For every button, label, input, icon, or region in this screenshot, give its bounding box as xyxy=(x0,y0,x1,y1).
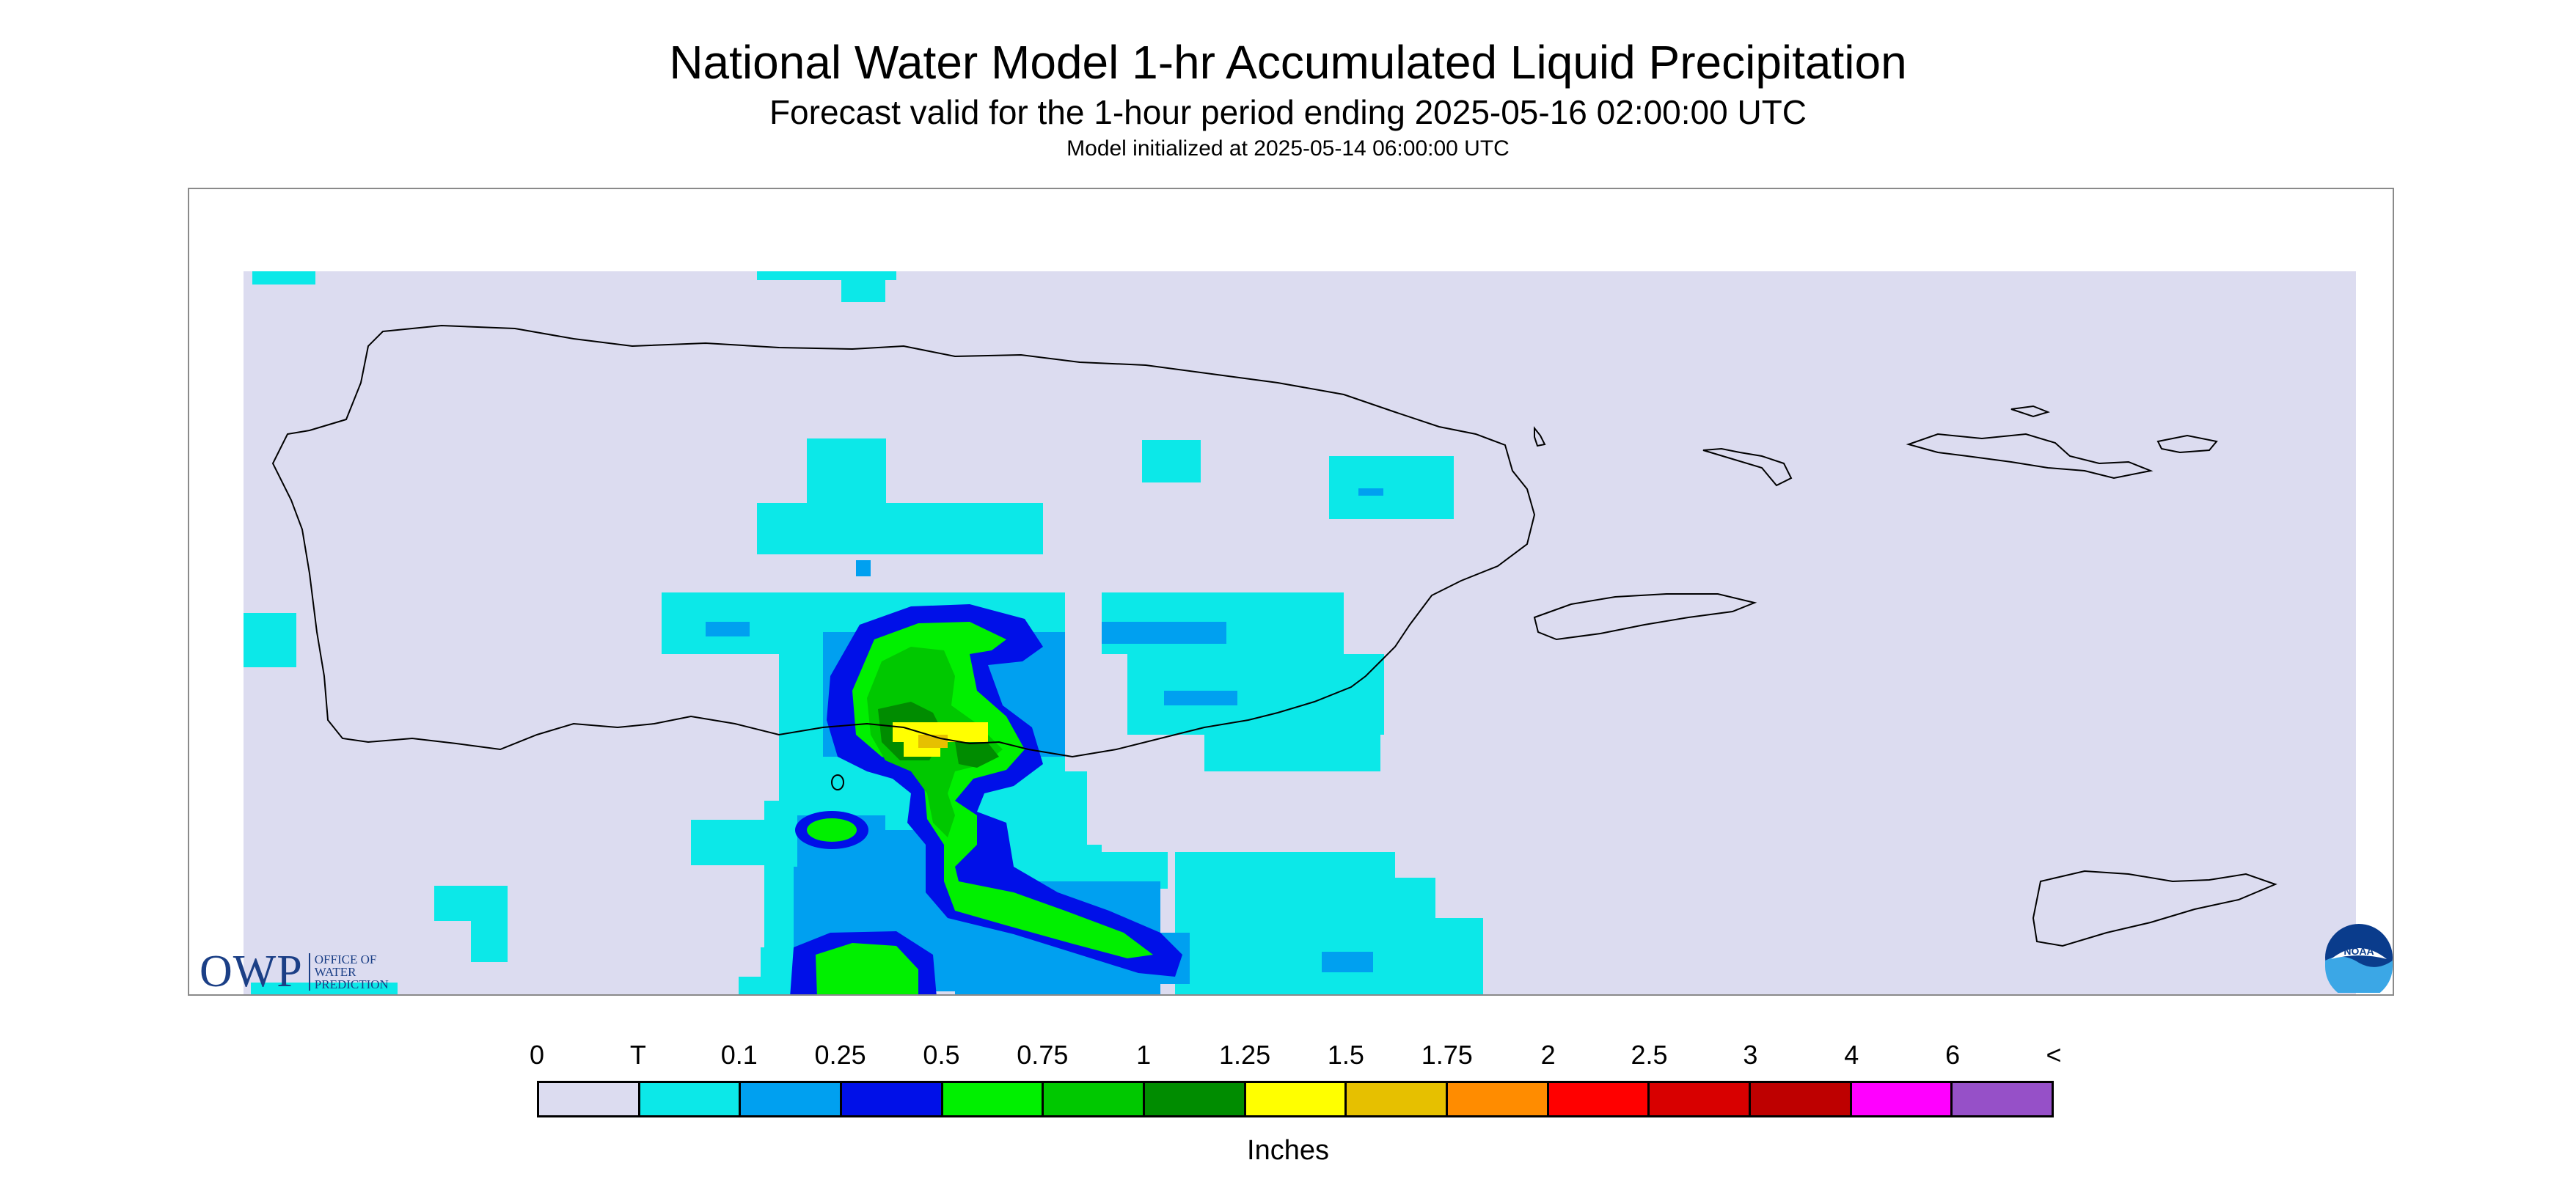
map-canvas xyxy=(244,271,2362,994)
owp-logo-subtext: OFFICE OF WATER PREDICTION xyxy=(308,952,389,991)
legend-label-5: 0.75 xyxy=(1017,1040,1069,1070)
legend-swatch-2 xyxy=(741,1083,843,1115)
legend-swatch-13 xyxy=(1851,1083,1953,1115)
legend-label-3: 0.25 xyxy=(814,1040,866,1070)
legend-swatch-6 xyxy=(1145,1083,1246,1115)
st-croix-outline xyxy=(2032,870,2277,947)
legend-label-2: 0.1 xyxy=(720,1040,758,1070)
map-title: National Water Model 1-hr Accumulated Li… xyxy=(669,36,1907,89)
vieques-outline xyxy=(1533,593,1757,641)
legend-swatch-11 xyxy=(1650,1083,1752,1115)
init-time: Model initialized at 2025-05-14 06:00:00… xyxy=(1066,136,1510,161)
legend-label-11: 2.5 xyxy=(1631,1040,1668,1070)
owp-sub-line-2: WATER xyxy=(314,965,356,979)
legend-label-13: 4 xyxy=(1844,1040,1859,1070)
legend-swatch-4 xyxy=(943,1083,1044,1115)
legend-label-4: 0.5 xyxy=(923,1040,960,1070)
noaa-logo-text: NOAA xyxy=(2343,945,2374,957)
legend-swatch-3 xyxy=(842,1083,943,1115)
st-thomas-outline xyxy=(1906,433,2154,480)
legend-swatch-8 xyxy=(1347,1083,1449,1115)
legend-label-0: 0 xyxy=(529,1040,545,1070)
legend-label-8: 1.5 xyxy=(1327,1040,1364,1070)
map-subtitle: Forecast valid for the 1-hour period end… xyxy=(769,93,1807,131)
legend-swatch-9 xyxy=(1448,1083,1549,1115)
legend-colorbar xyxy=(537,1081,2054,1117)
puerto-rico-outline xyxy=(271,324,1536,758)
legend-label-7: 1.25 xyxy=(1219,1040,1271,1070)
legend-swatch-1 xyxy=(640,1083,742,1115)
legend-label-6: 1 xyxy=(1136,1040,1152,1070)
legend-labels: 0 T 0.1 0.25 0.5 0.75 1 1.25 1.5 1.75 2 2.5 3 4 6 < xyxy=(0,1040,2576,1076)
legend-label-1: T xyxy=(629,1040,646,1070)
precip-map: OWP OFFICE OF WATER PREDICTION NOAA xyxy=(188,188,2394,996)
legend-swatch-5 xyxy=(1044,1083,1146,1115)
legend-label-9: 1.75 xyxy=(1421,1040,1473,1070)
legend-swatch-7 xyxy=(1245,1083,1347,1115)
legend-swatch-12 xyxy=(1751,1083,1852,1115)
owp-logo-text: OWP xyxy=(200,947,303,996)
legend-label-12: 3 xyxy=(1743,1040,1758,1070)
legend-swatch-0 xyxy=(539,1083,640,1115)
owp-sub-line-3: PREDICTION xyxy=(314,977,389,991)
legend-label-10: 2 xyxy=(1540,1040,1556,1070)
culebra-outline xyxy=(1702,447,1793,487)
legend-unit-label: Inches xyxy=(1247,1135,1329,1166)
owp-sub-line-1: OFFICE OF xyxy=(314,952,377,966)
legend-swatch-10 xyxy=(1548,1083,1650,1115)
legend-swatch-14 xyxy=(1953,1083,2052,1115)
owp-logo: OWP OFFICE OF WATER PREDICTION xyxy=(200,946,389,996)
legend-label-14: 6 xyxy=(1945,1040,1961,1070)
noaa-logo: NOAA xyxy=(2325,924,2393,993)
legend-label-15: < xyxy=(2046,1040,2062,1070)
